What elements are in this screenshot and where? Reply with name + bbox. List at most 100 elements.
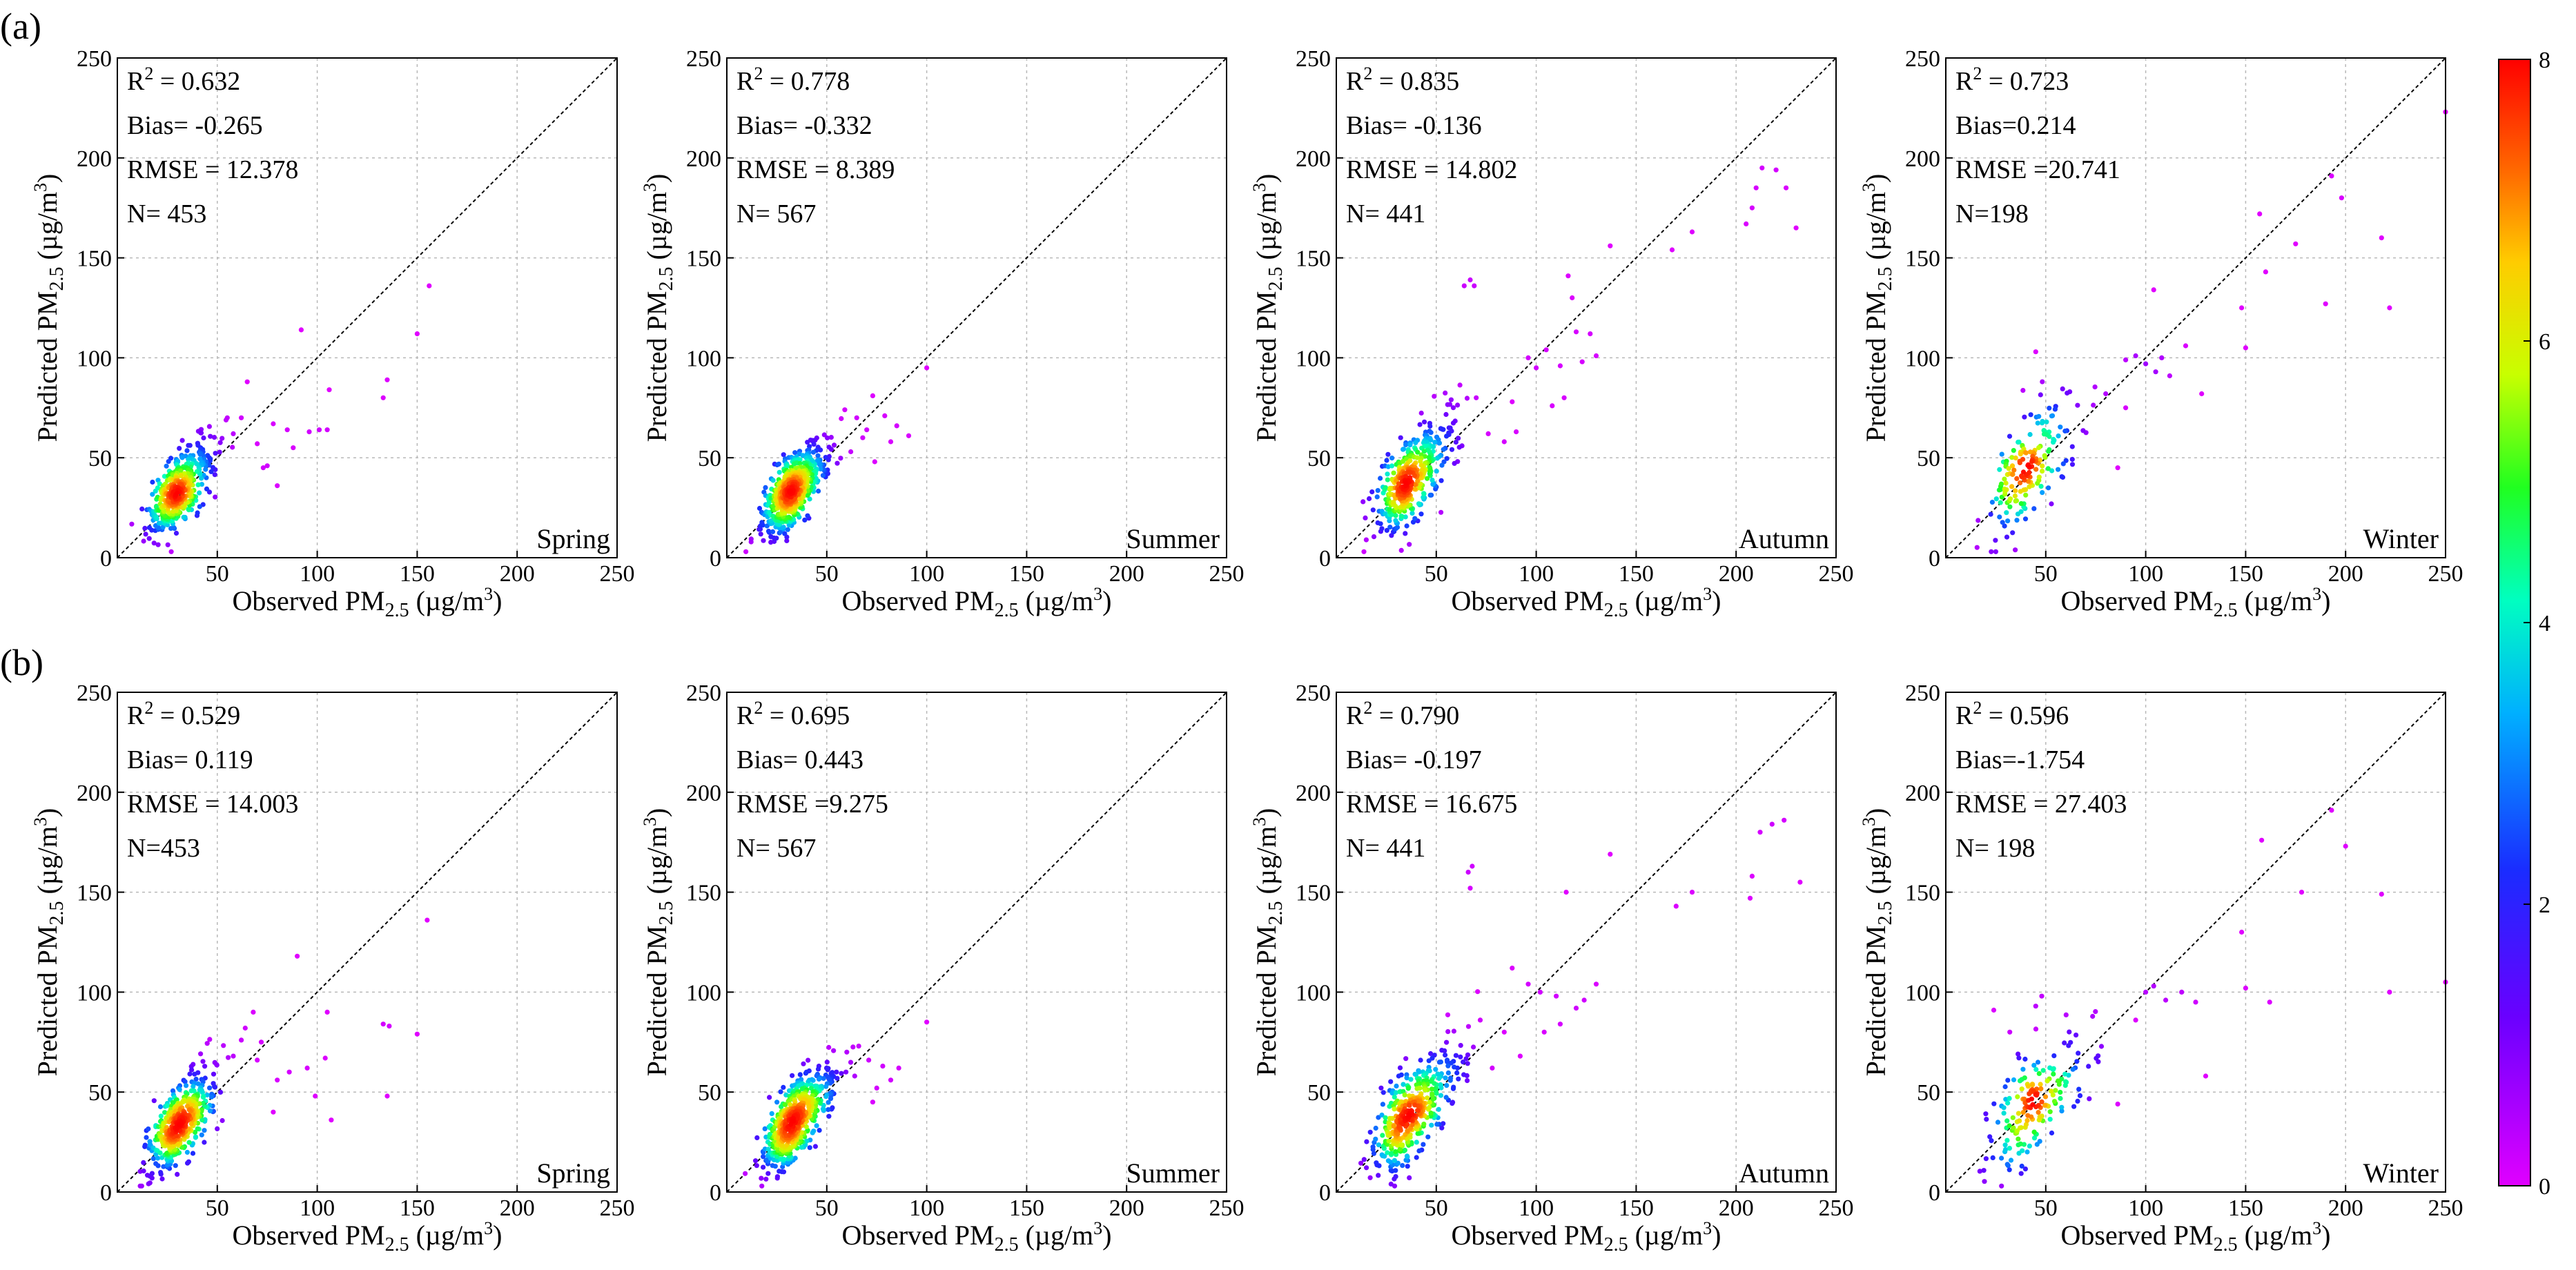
data-point [205, 453, 211, 458]
data-point [2038, 484, 2044, 489]
data-point [1444, 433, 1450, 439]
data-point [1463, 1056, 1469, 1062]
data-point [2049, 1130, 2055, 1136]
data-point [2009, 455, 2015, 460]
data-point [1403, 531, 1408, 536]
x-tick-label: 200 [500, 561, 535, 587]
data-point [826, 1100, 831, 1105]
data-point [1387, 507, 1392, 512]
data-point [765, 529, 772, 534]
data-point [2004, 510, 2009, 516]
data-point [150, 479, 155, 485]
data-point [1374, 494, 1380, 500]
data-point [129, 521, 135, 527]
data-point [200, 1095, 206, 1100]
data-point [1393, 1149, 1398, 1155]
data-point [144, 1135, 149, 1140]
x-tick-label: 250 [600, 561, 635, 587]
data-point [275, 1077, 280, 1083]
data-point [2005, 1077, 2011, 1083]
data-point [219, 436, 225, 441]
stat-rmse: RMSE = 16.675 [1346, 790, 1517, 819]
data-point [200, 1059, 206, 1064]
data-point [1393, 1090, 1398, 1095]
data-point [1392, 1157, 1397, 1163]
data-point [188, 1121, 194, 1126]
data-point [201, 435, 206, 441]
data-point [1438, 426, 1443, 431]
data-point [1358, 1160, 1364, 1166]
data-point [2009, 484, 2015, 489]
data-point [2199, 391, 2205, 397]
data-point [2058, 1095, 2063, 1102]
data-point [1385, 451, 1391, 457]
data-point [2001, 1105, 2007, 1111]
data-point [783, 1102, 788, 1108]
scatter-panel-a-autumn: 0 50 50 100 100 150 150 200 200 250 250 Observed PM… [1249, 46, 1854, 621]
data-point [179, 438, 185, 443]
data-point [384, 1093, 390, 1099]
data-point [781, 525, 786, 530]
y-tick-label: 50 [698, 446, 721, 471]
scatter-panels: 0 50 50 100 100 150 150 200 200 250 250 Observed PM… [30, 46, 2463, 1256]
data-point [2005, 1100, 2011, 1106]
data-point [1998, 500, 2003, 505]
data-point [2006, 466, 2011, 471]
data-point [1406, 1112, 1412, 1117]
data-point [2080, 428, 2086, 433]
x-tick-label: 200 [2328, 1195, 2363, 1221]
data-point [1398, 435, 1403, 440]
data-point [2022, 516, 2029, 522]
data-point [1989, 549, 1994, 554]
data-point [1441, 1121, 1446, 1126]
data-point [2018, 451, 2023, 457]
data-point [1409, 1122, 1415, 1128]
data-point [1416, 1069, 1422, 1075]
data-point [1997, 467, 2002, 472]
data-point [844, 1049, 850, 1055]
x-tick-label: 100 [1519, 561, 1554, 587]
data-point [2239, 929, 2245, 935]
data-point [1395, 1160, 1401, 1166]
data-point [815, 453, 821, 458]
data-point [1407, 542, 1412, 547]
data-point [1367, 496, 1372, 502]
x-axis-title: Observed PM2.5 (µg/m3) [2060, 584, 2330, 621]
stat-rmse: RMSE = 27.403 [1955, 790, 2127, 819]
season-label: Autumn [1739, 1157, 1829, 1189]
data-point [2023, 492, 2029, 498]
data-point [264, 463, 270, 469]
data-point [759, 1175, 764, 1181]
data-point [177, 1087, 182, 1093]
y-tick-label: 0 [1929, 1180, 1940, 1206]
data-point [2058, 1089, 2063, 1095]
data-point [203, 467, 208, 472]
data-point [1982, 1179, 1987, 1184]
data-point [2090, 1013, 2096, 1019]
data-point [777, 469, 782, 475]
data-point [1385, 477, 1390, 482]
y-tick-label: 200 [1296, 781, 1331, 806]
data-point [206, 424, 212, 429]
stat-r2: R2 = 0.835 [1346, 63, 1459, 96]
data-point [204, 1041, 210, 1046]
colorbar-ticks: 0 2 4 6 8 [2524, 48, 2550, 1200]
season-label: Winter [2363, 523, 2439, 554]
data-point [2183, 343, 2189, 349]
data-point [226, 1055, 231, 1060]
data-point [2022, 1075, 2027, 1081]
data-point [2339, 195, 2344, 201]
data-point [1769, 821, 1775, 827]
data-point [1380, 1102, 1385, 1107]
y-tick-label: 150 [686, 881, 721, 906]
data-point [1388, 1079, 1394, 1084]
data-point [2062, 428, 2068, 434]
data-point [2002, 523, 2007, 529]
data-point [1421, 449, 1427, 454]
data-point [146, 536, 152, 541]
data-point [761, 1154, 766, 1160]
data-point [1369, 489, 1375, 495]
data-point [1398, 1072, 1404, 1077]
y-tick-label: 250 [1296, 46, 1331, 72]
data-point [2151, 287, 2156, 293]
